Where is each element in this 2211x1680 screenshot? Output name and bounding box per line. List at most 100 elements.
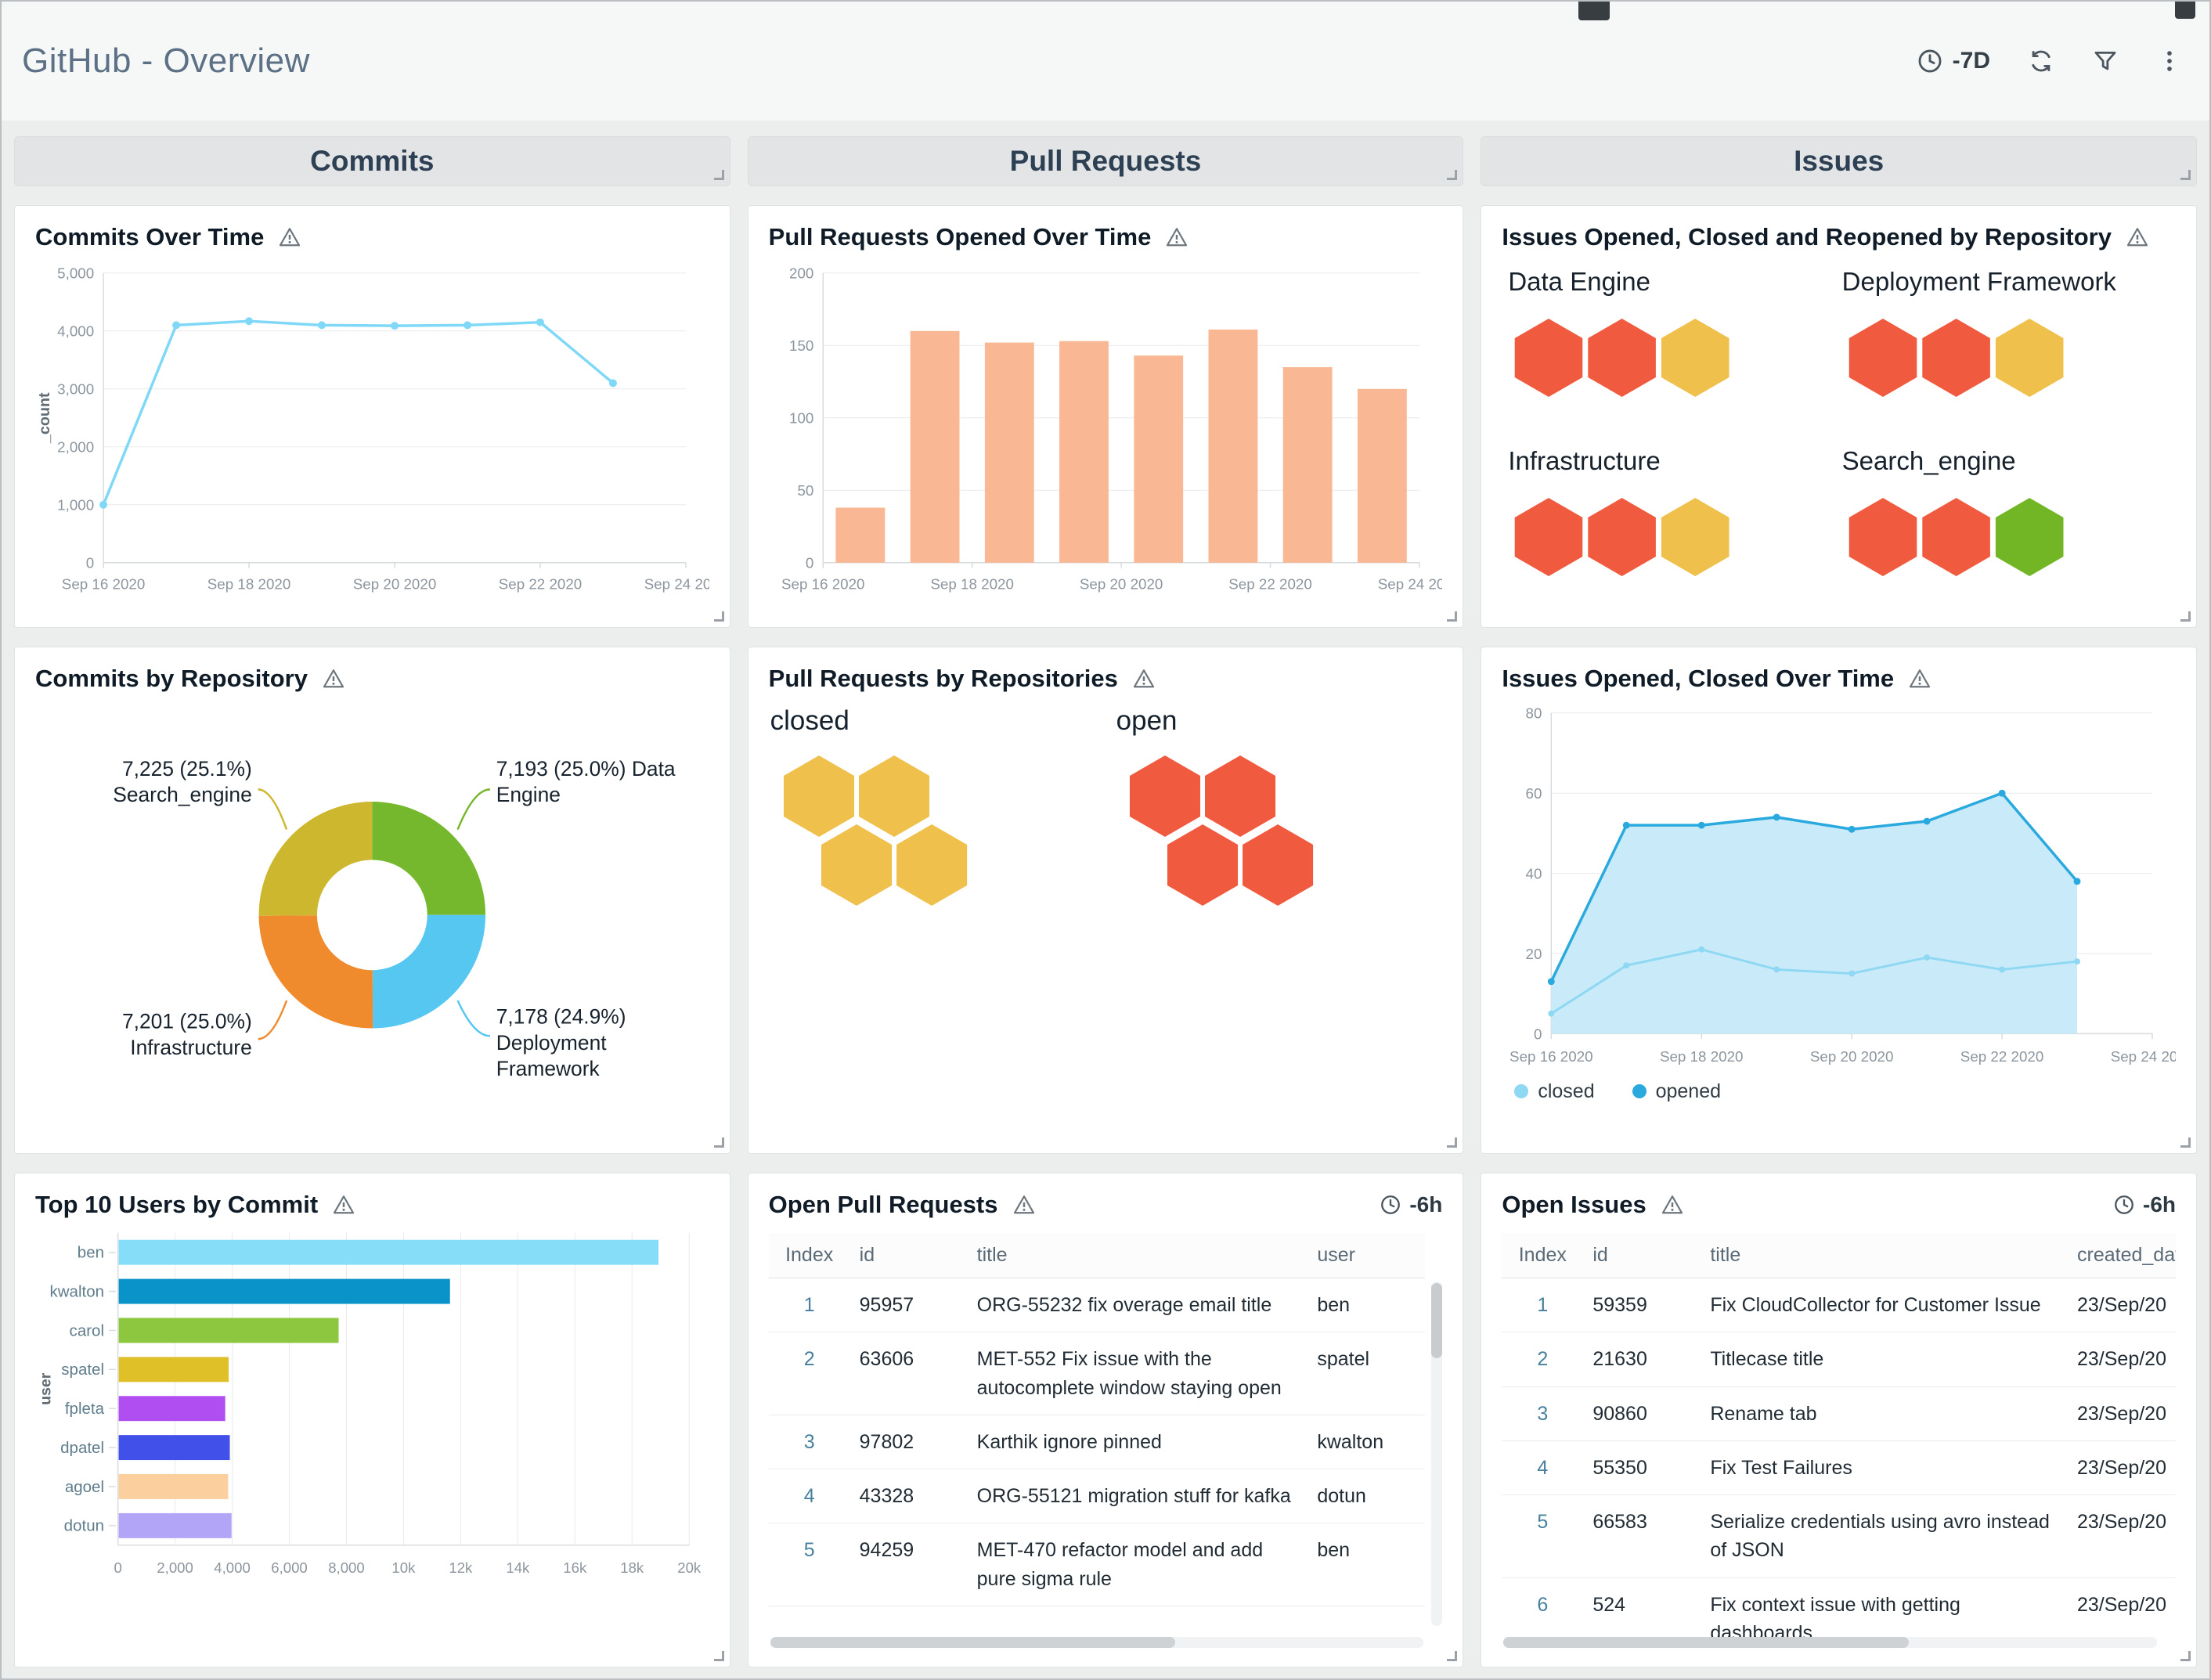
- panel-time-range[interactable]: -6h: [2113, 1192, 2176, 1217]
- issues-area-chart[interactable]: 0 20 40 60 80 Sep 16 2020 Sep 18 2020 Sep 20 20…: [1502, 699, 2176, 1071]
- warning-icon[interactable]: [1908, 667, 1931, 690]
- column-header[interactable]: id: [849, 1233, 968, 1278]
- section-header-commits[interactable]: Commits: [14, 136, 730, 186]
- panel-title: Open Pull Requests: [768, 1191, 998, 1218]
- cluster-closed: closed: [770, 705, 1029, 961]
- label-leader: [258, 788, 288, 830]
- hex-status-chart[interactable]: [1839, 311, 2097, 405]
- scrollbar-thumb[interactable]: [770, 1637, 1176, 1648]
- hexagon: [1242, 824, 1313, 906]
- commits-line-chart[interactable]: 0 1,000 2,000 3,000 4,000 5,000 Sep 16 2020 Sep…: [35, 258, 709, 598]
- cell: ORG-55121 migration stuff for kafka: [967, 1469, 1308, 1524]
- resize-handle[interactable]: [1447, 611, 1458, 622]
- resize-handle[interactable]: [713, 1137, 724, 1148]
- table-row[interactable]: 3 97802 Karthik ignore pinned kwalton: [768, 1415, 1426, 1470]
- hex-status-chart[interactable]: [1839, 490, 2097, 584]
- svg-text:100: 100: [789, 410, 813, 427]
- scrollbar-thumb[interactable]: [1431, 1283, 1443, 1358]
- resize-handle[interactable]: [713, 611, 724, 622]
- warning-icon[interactable]: [1132, 667, 1156, 690]
- bar: [1208, 329, 1258, 563]
- resize-handle[interactable]: [2180, 1651, 2191, 1661]
- hexagon: [1849, 319, 1917, 397]
- time-range-label: -7D: [1952, 48, 1990, 74]
- table-row[interactable]: 2 21630 Titlecase title 23/Sep/20: [1502, 1332, 2176, 1387]
- vertical-scrollbar[interactable]: [1431, 1282, 1443, 1626]
- time-range-button[interactable]: -7D: [1917, 48, 1990, 74]
- legend-item-opened[interactable]: opened: [1632, 1080, 1721, 1103]
- horizontal-scrollbar[interactable]: [1503, 1637, 2157, 1648]
- table-row[interactable]: 1 59359 Fix CloudCollector for Customer Is…: [1502, 1278, 2176, 1333]
- table-row[interactable]: 3 90860 Rename tab 23/Sep/20: [1502, 1386, 2176, 1441]
- hexagon: [1921, 319, 1990, 397]
- table-row[interactable]: 2 63606 MET-552 Fix issue with the autocom…: [768, 1332, 1426, 1415]
- column-header[interactable]: Index: [1502, 1233, 1584, 1278]
- svg-text:18k: 18k: [620, 1559, 644, 1576]
- hex-status-chart[interactable]: [1505, 490, 1763, 584]
- svg-text:6,000: 6,000: [271, 1559, 308, 1576]
- kebab-menu-icon[interactable]: [2156, 48, 2183, 74]
- column-header[interactable]: title: [967, 1233, 1308, 1278]
- panel-time-range[interactable]: -6h: [1380, 1192, 1442, 1217]
- filter-icon[interactable]: [2092, 48, 2119, 74]
- resize-handle[interactable]: [2180, 1137, 2191, 1148]
- table-row[interactable]: 4 43328 ORG-55121 migration stuff for kafk…: [768, 1469, 1426, 1524]
- table-row[interactable]: 5 66583 Serialize credentials using avro i…: [1502, 1494, 2176, 1578]
- cell: 59359: [1583, 1278, 1701, 1333]
- resize-handle[interactable]: [2180, 170, 2191, 180]
- cell: 1: [1502, 1278, 1584, 1333]
- svg-text:20k: 20k: [677, 1559, 702, 1576]
- resize-handle[interactable]: [713, 170, 724, 180]
- column-header[interactable]: id: [1583, 1233, 1701, 1278]
- warning-icon[interactable]: [1661, 1193, 1684, 1217]
- svg-text:Sep 20 2020: Sep 20 2020: [353, 575, 437, 592]
- svg-text:50: 50: [797, 482, 813, 499]
- resize-handle[interactable]: [1447, 1137, 1458, 1148]
- scrollbar-thumb[interactable]: [1503, 1637, 1909, 1648]
- table-row[interactable]: 5 94259 MET-470 refactor model and add pur…: [768, 1523, 1426, 1606]
- resize-handle[interactable]: [1447, 170, 1458, 180]
- resize-handle[interactable]: [1447, 1651, 1458, 1661]
- bar: [984, 342, 1034, 563]
- hex-status-chart[interactable]: [1505, 311, 1763, 405]
- table-row[interactable]: 1 95957 ORG-55232 fix overage email title b…: [768, 1278, 1426, 1333]
- svg-text:Sep 16 2020: Sep 16 2020: [62, 575, 146, 592]
- horizontal-scrollbar[interactable]: [770, 1637, 1424, 1648]
- warning-icon[interactable]: [332, 1193, 355, 1217]
- table-header-row: Index id title user: [768, 1233, 1426, 1278]
- column-header[interactable]: user: [1307, 1233, 1426, 1278]
- warning-icon[interactable]: [1165, 225, 1188, 249]
- cell: 23/Sep/20: [2068, 1278, 2176, 1333]
- resize-handle[interactable]: [2180, 611, 2191, 622]
- open-hex-chart[interactable]: [1116, 746, 1375, 957]
- refresh-icon[interactable]: [2028, 48, 2054, 74]
- svg-text:8,000: 8,000: [328, 1559, 365, 1576]
- column-header[interactable]: created_date: [2068, 1233, 2176, 1278]
- column-header[interactable]: Index: [768, 1233, 850, 1278]
- column-header[interactable]: title: [1701, 1233, 2068, 1278]
- cell: 94259: [849, 1523, 968, 1606]
- label-leader: [456, 788, 491, 830]
- svg-text:7,178 (24.9%): 7,178 (24.9%): [496, 1005, 626, 1029]
- cell: 3: [1502, 1386, 1584, 1441]
- warning-icon[interactable]: [2126, 225, 2149, 249]
- svg-text:0: 0: [806, 555, 813, 571]
- cell: Serialize credentials using avro instead…: [1701, 1494, 2068, 1578]
- pull-requests-bar-chart[interactable]: 0 50 100 150 200 Sep 16 2020 Sep 18 2020 Sep 20…: [769, 258, 1443, 598]
- warning-icon[interactable]: [1012, 1193, 1036, 1217]
- table-row[interactable]: 4 55350 Fix Test Failures 23/Sep/20: [1502, 1440, 2176, 1496]
- cell: ORG-55232 fix overage email title: [967, 1278, 1308, 1333]
- section-header-issues[interactable]: Issues: [1481, 136, 2197, 186]
- cell: ben: [1307, 1278, 1426, 1333]
- cell: 3: [768, 1415, 850, 1470]
- bar: [118, 1239, 659, 1265]
- section-header-pull-requests[interactable]: Pull Requests: [747, 136, 1464, 186]
- warning-icon[interactable]: [322, 667, 345, 690]
- closed-hex-chart[interactable]: [770, 746, 1029, 957]
- warning-icon[interactable]: [278, 225, 301, 249]
- legend-item-closed[interactable]: closed: [1514, 1080, 1595, 1103]
- resize-handle[interactable]: [713, 1651, 724, 1661]
- top-users-bar-chart[interactable]: 0 2,000 4,000 6,000 8,000 10k 12k 14k 16k 18k 20k b…: [35, 1225, 709, 1585]
